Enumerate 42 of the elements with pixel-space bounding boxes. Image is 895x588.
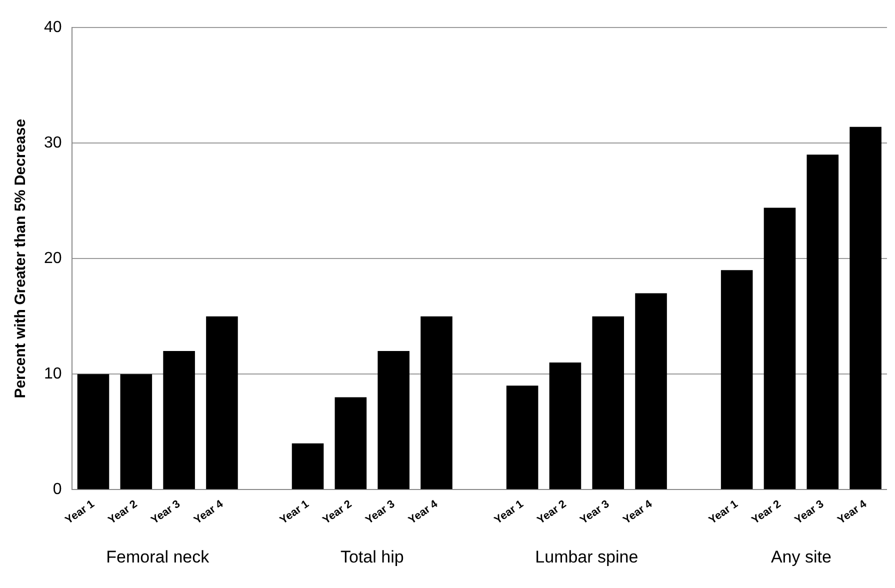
bar xyxy=(635,293,667,490)
bar xyxy=(420,316,452,490)
bar xyxy=(506,386,538,490)
y-tick-label: 30 xyxy=(44,134,62,152)
x-tick-label: Year 4 xyxy=(406,498,441,527)
text: Any site xyxy=(770,548,832,567)
y-tick-label: 20 xyxy=(44,250,62,267)
x-tick-label: Year 1 xyxy=(706,498,740,527)
bar xyxy=(764,208,796,490)
x-tick-label: Year 2 xyxy=(320,498,354,527)
x-tick-label: Year 1 xyxy=(492,498,526,527)
bar xyxy=(378,350,410,490)
bar xyxy=(549,362,582,490)
x-tick-label: Year 3 xyxy=(792,498,826,527)
bar xyxy=(292,443,324,490)
x-tick-label: Year 3 xyxy=(578,498,612,527)
x-tick-label: Year 1 xyxy=(278,498,312,527)
x-tick-label: Year 3 xyxy=(149,498,183,527)
bar xyxy=(206,316,238,490)
bar xyxy=(77,374,110,490)
bar xyxy=(120,374,152,490)
bar xyxy=(720,270,753,490)
x-tick-label: Year 2 xyxy=(750,498,784,527)
y-tick-label: 0 xyxy=(52,481,62,498)
x-tick-label: Year 2 xyxy=(106,498,140,527)
x-tick-label: Year 3 xyxy=(364,498,398,527)
bar xyxy=(806,154,839,490)
text: Lumbar spine xyxy=(535,548,638,567)
x-tick-label: Year 2 xyxy=(535,498,569,527)
x-tick-label: Year 4 xyxy=(192,498,226,527)
text: Femoral neck xyxy=(106,548,210,567)
x-tick-label: Year 1 xyxy=(63,498,97,527)
y-tick-label: 40 xyxy=(44,19,62,36)
x-tick-label: Year 4 xyxy=(836,498,870,527)
bar xyxy=(163,350,195,490)
bar xyxy=(334,397,367,490)
text: Total hip xyxy=(340,548,404,567)
bar xyxy=(850,126,882,490)
y-tick-label: 10 xyxy=(44,366,62,382)
x-tick-label: Year 4 xyxy=(621,498,656,527)
bar xyxy=(592,316,624,490)
y-axis-title: Percent with Greater than 5% Decrease xyxy=(12,118,30,398)
